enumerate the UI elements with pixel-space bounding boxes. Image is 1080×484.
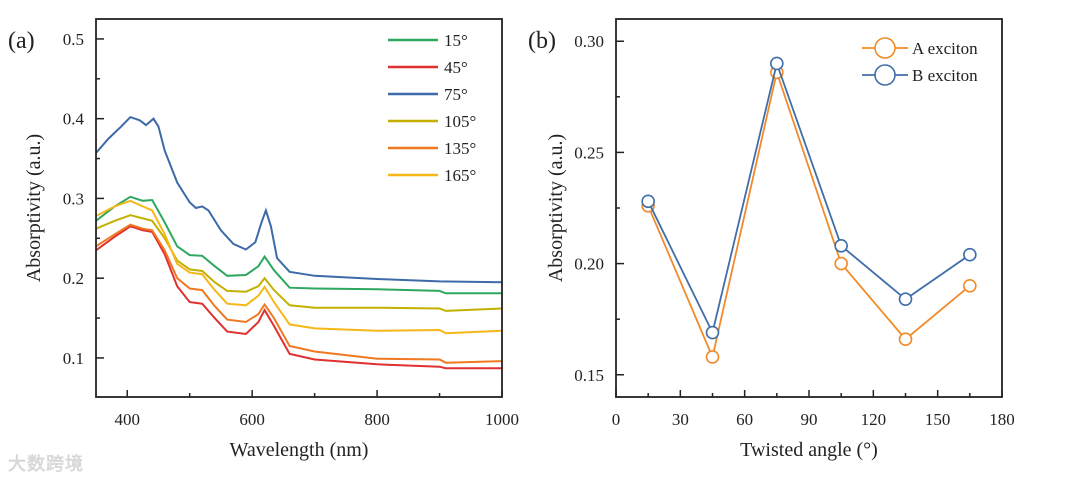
legend-marker xyxy=(874,64,896,86)
data-point xyxy=(963,279,977,293)
data-point xyxy=(641,194,655,209)
y-tick-label: 0.2 xyxy=(63,269,84,288)
panel-label: (b) xyxy=(528,28,556,54)
x-tick-label: 400 xyxy=(114,410,140,429)
data-point xyxy=(834,239,848,253)
y-tick-label: 0.1 xyxy=(63,349,84,368)
series-line-4 xyxy=(95,223,503,364)
x-tick-label: 30 xyxy=(672,410,689,429)
series-line-3 xyxy=(95,214,503,312)
legend-label: B exciton xyxy=(912,66,978,85)
y-tick-label: 0.25 xyxy=(574,143,604,162)
series-line-1 xyxy=(647,60,971,336)
y-tick-label: 0.3 xyxy=(63,189,84,208)
series-line-0 xyxy=(647,69,971,360)
x-axis-title: Wavelength (nm) xyxy=(230,439,369,461)
y-tick-label: 0.5 xyxy=(63,30,84,49)
x-tick-label: 600 xyxy=(239,410,265,429)
x-tick-label: 90 xyxy=(801,410,818,429)
watermark: 大数跨境 xyxy=(8,454,84,475)
x-tick-label: 120 xyxy=(861,410,887,429)
data-point xyxy=(705,325,720,340)
panel-label: (a) xyxy=(8,28,35,54)
x-tick-label: 60 xyxy=(736,410,753,429)
legend-label: 135° xyxy=(444,139,476,158)
x-tick-label: 150 xyxy=(925,410,951,429)
data-point xyxy=(898,292,913,306)
panel-a xyxy=(95,18,503,398)
x-axis-title: Twisted angle (°) xyxy=(740,439,878,461)
data-point xyxy=(770,56,784,71)
x-tick-label: 1000 xyxy=(485,410,519,429)
panel-b xyxy=(615,18,1003,398)
y-tick-label: 0.20 xyxy=(574,255,604,274)
y-tick-label: 0.15 xyxy=(574,366,604,385)
data-point xyxy=(898,332,913,346)
data-point xyxy=(834,256,848,271)
legend-label: 45° xyxy=(444,58,468,77)
y-axis-title: Absorptivity (a.u.) xyxy=(545,134,567,282)
legend-label: A exciton xyxy=(912,39,978,58)
series-line-5 xyxy=(95,199,503,335)
plot-frame xyxy=(615,18,1003,398)
y-tick-label: 0.30 xyxy=(574,32,604,51)
series-line-0 xyxy=(95,195,502,295)
plot-frame xyxy=(95,18,503,398)
x-tick-label: 800 xyxy=(364,410,390,429)
legend-label: 15° xyxy=(444,31,468,50)
x-tick-label: 180 xyxy=(989,410,1015,429)
data-point xyxy=(705,350,720,364)
y-tick-label: 0.4 xyxy=(63,110,85,129)
series-line-2 xyxy=(95,115,503,284)
legend-label: 165° xyxy=(444,166,476,185)
y-axis-title: Absorptivity (a.u.) xyxy=(23,134,45,282)
legend-label: 105° xyxy=(444,112,476,131)
series-line-1 xyxy=(95,225,502,370)
x-tick-label: 0 xyxy=(612,410,621,429)
legend-marker xyxy=(874,37,896,59)
legend-label: 75° xyxy=(444,85,468,104)
data-point xyxy=(963,247,977,262)
